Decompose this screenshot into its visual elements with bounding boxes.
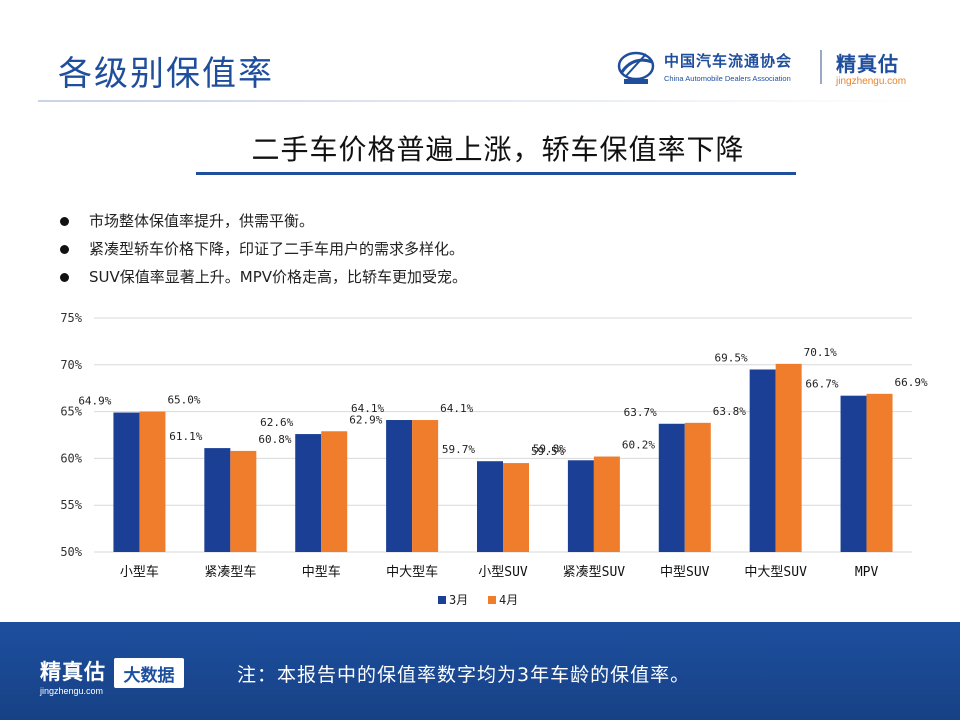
data-label: 64.1%: [351, 402, 384, 415]
legend-label: 4月: [499, 593, 518, 607]
legend: 3月 4月: [438, 593, 518, 607]
y-tick-label: 65%: [60, 405, 82, 419]
y-tick-label: 55%: [60, 498, 82, 512]
brand-logo: 精真估 jingzhengu.com: [836, 48, 906, 87]
data-label: 59.7%: [442, 443, 475, 456]
cada-name: 中国汽车流通协会 China Automobile Dealers Associ…: [664, 50, 792, 83]
legend-swatch: [488, 596, 496, 604]
data-label: 61.1%: [169, 430, 202, 443]
x-tick-label: 紧凑型SUV: [563, 565, 626, 580]
bullet-item: SUV保值率显著上升。MPV价格走高，比轿车更加受宠。: [60, 263, 467, 291]
data-label: 63.8%: [713, 405, 746, 418]
brand-url: jingzhengu.com: [836, 76, 907, 87]
y-tick-label: 60%: [60, 451, 82, 465]
chart-subtitle: 二手车价格普遍上涨，轿车保值率下降: [251, 133, 745, 166]
legend-swatch: [438, 596, 446, 604]
x-tick-label: 紧凑型车: [204, 564, 256, 580]
bar: [658, 423, 685, 552]
bar: [593, 456, 620, 552]
bullet-dot-icon: [60, 272, 69, 282]
bar: [139, 411, 166, 552]
data-label: 60.8%: [258, 433, 291, 446]
x-tick-label: 中型车: [302, 564, 341, 580]
cada-name-en: China Automobile Dealers Association: [664, 74, 791, 83]
x-tick-label: 小型车: [120, 564, 159, 580]
bar: [412, 420, 439, 552]
bar: [866, 393, 893, 552]
data-label: 59.5%: [531, 445, 564, 458]
bullet-text: 紧凑型轿车价格下降，印证了二手车用户的需求多样化。: [89, 240, 465, 258]
bar: [386, 420, 413, 552]
data-label: 62.6%: [260, 416, 293, 429]
data-label: 69.5%: [715, 351, 748, 364]
x-tick-label: 中大型车: [386, 564, 438, 580]
bullet-dot-icon: [60, 244, 69, 254]
x-tick-label: MPV: [855, 565, 879, 580]
bar: [230, 450, 257, 552]
data-label: 64.9%: [78, 395, 111, 408]
data-label: 66.9%: [895, 376, 928, 389]
bar: [840, 395, 867, 552]
footer-bar: 精真估 jingzhengu.com 大数据 注：本报告中的保值率数字均为3年车…: [0, 622, 960, 720]
bar: [749, 369, 776, 552]
cada-logo-icon: [617, 51, 655, 84]
bullet-text: 市场整体保值率提升，供需平衡。: [89, 212, 315, 230]
data-label: 65.0%: [167, 394, 200, 407]
bar: [295, 434, 322, 552]
x-tick-label: 中型SUV: [660, 565, 710, 580]
bar: [477, 461, 503, 552]
brand-name: 精真估: [836, 52, 899, 76]
bar: [775, 363, 802, 552]
logo-separator: [820, 50, 822, 84]
title-divider: [38, 100, 922, 102]
x-tick-label: 小型SUV: [478, 565, 528, 580]
legend-label: 3月: [449, 593, 468, 607]
bullet-list: 市场整体保值率提升，供需平衡。 紧凑型轿车价格下降，印证了二手车用户的需求多样化…: [60, 207, 467, 291]
bar: [321, 431, 348, 552]
bar: [503, 463, 529, 552]
bar: [567, 460, 594, 552]
bar: [204, 448, 231, 552]
bullet-item: 市场整体保值率提升，供需平衡。: [60, 207, 467, 235]
bullet-item: 紧凑型轿车价格下降，印证了二手车用户的需求多样化。: [60, 235, 467, 263]
data-label: 62.9%: [349, 413, 382, 426]
bar: [684, 422, 711, 552]
x-axis-labels: 小型车 紧凑型车 中型车 中大型车 小型SUV 紧凑型SUV 中型SUV 中大型SUV MPV: [120, 564, 879, 580]
data-label: 66.7%: [805, 378, 838, 391]
data-label: 64.1%: [440, 402, 473, 415]
y-axis: 50% 55% 60% 65% 70% 75%: [60, 311, 82, 559]
subtitle-underline: [196, 172, 796, 175]
bar-chart: 50% 55% 60% 65% 70% 75% 64.9% 65.0% 61.1% 60.8% 6…: [60, 311, 928, 607]
footer-note: 注：本报告中的保值率数字均为3年车龄的保值率。: [237, 664, 691, 686]
bullet-dot-icon: [60, 216, 69, 226]
cada-name-cn: 中国汽车流通协会: [664, 52, 793, 70]
footer-brand-name: 精真估: [40, 660, 106, 684]
data-label: 59.8%: [533, 442, 566, 455]
data-label: 70.1%: [804, 346, 837, 359]
data-label: 60.2%: [622, 439, 655, 452]
footer-brand: 精真估 jingzhengu.com: [40, 656, 106, 696]
bar: [113, 412, 140, 552]
page-title: 各级别保值率: [58, 54, 274, 94]
footer-brand-url: jingzhengu.com: [40, 686, 104, 696]
y-tick-label: 70%: [60, 358, 82, 372]
x-tick-label: 中大型SUV: [744, 565, 807, 580]
data-label: 63.7%: [624, 406, 657, 419]
bars: [113, 363, 893, 552]
bullet-text: SUV保值率显著上升。MPV价格走高，比轿车更加受宠。: [89, 268, 468, 286]
y-tick-label: 75%: [60, 311, 82, 325]
data-labels: 64.9% 65.0%61.1% 60.8%62.6% 62.9%64.1% 64.1%…: [78, 346, 928, 458]
y-tick-label: 50%: [60, 545, 82, 559]
footer-badge: 大数据: [114, 658, 184, 688]
